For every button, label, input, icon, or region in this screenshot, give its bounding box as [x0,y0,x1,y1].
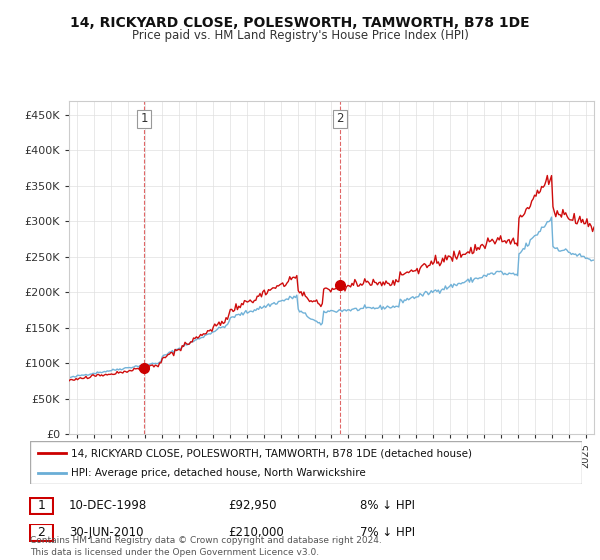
Text: Price paid vs. HM Land Registry's House Price Index (HPI): Price paid vs. HM Land Registry's House … [131,29,469,42]
Text: £92,950: £92,950 [228,499,277,512]
Text: 8% ↓ HPI: 8% ↓ HPI [360,499,415,512]
Text: 1: 1 [37,499,46,512]
Text: 2: 2 [37,526,46,539]
FancyBboxPatch shape [30,498,53,514]
Text: 30-JUN-2010: 30-JUN-2010 [69,526,143,539]
Text: HPI: Average price, detached house, North Warwickshire: HPI: Average price, detached house, Nort… [71,469,366,478]
Text: 1: 1 [140,113,148,125]
Text: Contains HM Land Registry data © Crown copyright and database right 2024.
This d: Contains HM Land Registry data © Crown c… [30,536,382,557]
Text: 7% ↓ HPI: 7% ↓ HPI [360,526,415,539]
Text: 14, RICKYARD CLOSE, POLESWORTH, TAMWORTH, B78 1DE (detached house): 14, RICKYARD CLOSE, POLESWORTH, TAMWORTH… [71,449,472,459]
Text: £210,000: £210,000 [228,526,284,539]
Text: 10-DEC-1998: 10-DEC-1998 [69,499,147,512]
FancyBboxPatch shape [30,441,582,484]
Text: 2: 2 [336,113,344,125]
Text: 14, RICKYARD CLOSE, POLESWORTH, TAMWORTH, B78 1DE: 14, RICKYARD CLOSE, POLESWORTH, TAMWORTH… [70,16,530,30]
FancyBboxPatch shape [30,525,53,540]
